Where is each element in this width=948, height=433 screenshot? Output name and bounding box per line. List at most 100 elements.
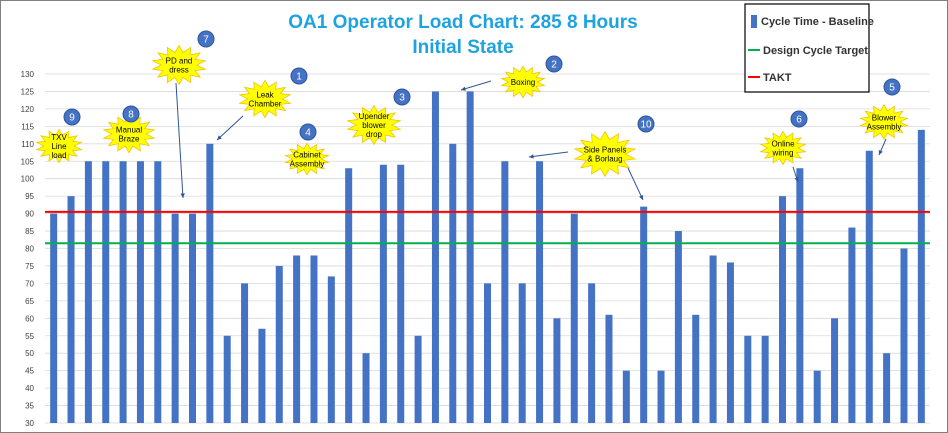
bar — [362, 353, 370, 423]
annotation-label: Online — [771, 140, 795, 149]
annotation-arrow — [216, 115, 244, 141]
bar — [397, 164, 405, 424]
bar — [466, 91, 474, 423]
annotation-number: 9 — [69, 113, 75, 124]
annotation-badge — [290, 67, 308, 85]
bar — [657, 370, 665, 423]
bar — [449, 143, 457, 424]
bar — [119, 161, 127, 423]
bar — [692, 314, 700, 423]
bar — [241, 283, 249, 423]
bar — [674, 231, 682, 423]
legend-label-cycle-time: Cycle Time - Baseline — [761, 16, 874, 28]
bar — [293, 255, 301, 423]
annotation-label: Manual — [116, 126, 142, 135]
y-tick-label: 90 — [25, 210, 34, 219]
bar — [258, 328, 266, 423]
bar — [536, 161, 544, 423]
annotation-number: 8 — [128, 110, 134, 121]
annotation-label: load — [51, 151, 66, 160]
annotation-badge — [637, 115, 655, 133]
bar — [345, 168, 353, 423]
bar — [501, 161, 509, 423]
starburst — [759, 130, 807, 166]
y-tick-label: 115 — [21, 122, 34, 131]
bar — [761, 335, 769, 423]
bar — [865, 150, 873, 423]
bar — [570, 213, 578, 423]
annotation-label: Braze — [119, 135, 140, 144]
annotation-label: wiring — [772, 149, 794, 158]
legend-label-design-target: Design Cycle Target — [763, 45, 868, 57]
y-tick-label: 55 — [25, 332, 34, 341]
bar — [67, 196, 75, 423]
y-tick-label: 50 — [25, 349, 34, 358]
y-tick-label: 130 — [21, 70, 35, 79]
annotation-badge — [122, 105, 140, 123]
y-tick-label: 125 — [21, 87, 35, 96]
bar — [84, 161, 92, 423]
legend-label-takt: TAKT — [763, 72, 792, 84]
annotation-label: Assembly — [867, 123, 902, 132]
bar — [726, 262, 734, 423]
annotation-label: Assembly — [290, 160, 325, 169]
bar — [484, 283, 491, 423]
bar — [414, 335, 422, 423]
bar — [379, 164, 387, 424]
annotation-label: blower — [362, 121, 386, 130]
chart-subtitle: Initial State — [412, 37, 513, 58]
starburst — [102, 114, 156, 154]
bar — [553, 318, 561, 423]
y-tick-label: 45 — [25, 367, 34, 376]
y-tick-label: 65 — [25, 297, 34, 306]
starburst — [500, 65, 546, 99]
bar — [518, 283, 526, 423]
annotation-number: 6 — [796, 115, 802, 126]
bar — [605, 314, 613, 423]
legend: Cycle Time - Baseline Design Cycle Targe… — [744, 3, 874, 93]
annotation-badge — [299, 123, 317, 141]
bar — [206, 143, 214, 424]
annotation-number: 2 — [551, 60, 557, 71]
y-tick-label: 30 — [25, 419, 34, 428]
bar — [796, 168, 804, 423]
annotation-label: Boxing — [511, 78, 535, 87]
starburst — [35, 128, 83, 164]
y-tick-label: 120 — [21, 105, 35, 114]
annotation-arrowhead — [461, 86, 466, 91]
annotation-arrowhead — [529, 154, 534, 159]
y-tick-label: 60 — [25, 314, 34, 323]
annotation-badge — [883, 78, 901, 96]
annotation-badge — [790, 110, 808, 128]
annotation-arrowhead — [878, 150, 883, 155]
annotation-label: Line — [51, 142, 67, 151]
bar — [779, 196, 786, 423]
annotation-badge — [197, 30, 215, 48]
y-tick-label: 85 — [25, 227, 34, 236]
chart-title: OA1 Operator Load Chart: 285 8 Hours — [288, 12, 637, 33]
annotation-badge — [63, 108, 81, 126]
bar — [223, 335, 231, 423]
bar — [900, 248, 908, 423]
starburst — [151, 44, 207, 86]
annotation-label: Cabinet — [293, 151, 321, 160]
starburst — [238, 79, 292, 119]
annotation-label: Leak — [256, 91, 274, 100]
annotation-label: Blower — [872, 114, 897, 123]
bar — [640, 206, 648, 423]
bar — [275, 265, 283, 423]
y-tick-label: 70 — [25, 279, 34, 288]
annotation-label: Side Panels — [584, 146, 627, 155]
bar — [171, 213, 179, 423]
legend-box — [744, 3, 870, 93]
bar — [431, 91, 439, 423]
y-tick-label: 80 — [25, 245, 34, 254]
annotation-number: 3 — [399, 93, 405, 104]
reference-lines — [45, 210, 930, 245]
bar — [917, 129, 925, 423]
